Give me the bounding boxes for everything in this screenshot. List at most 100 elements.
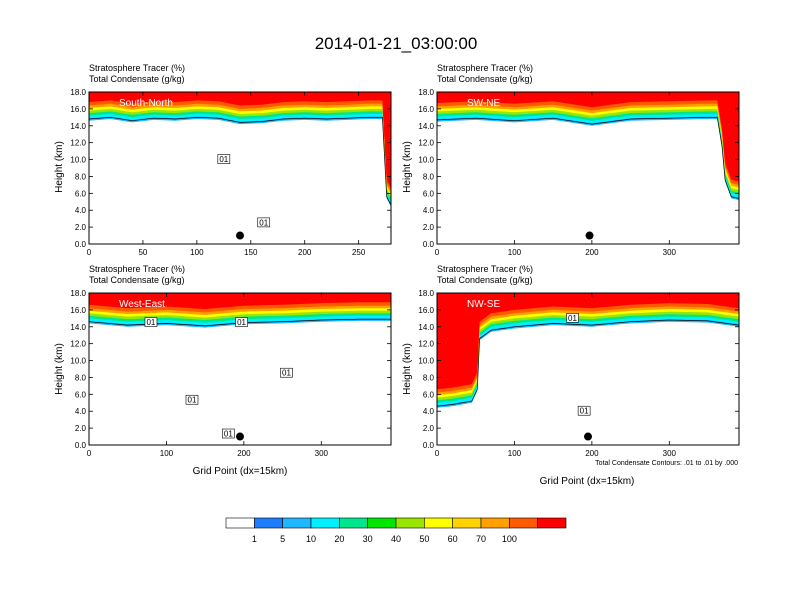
tracer-band-7 xyxy=(437,92,739,182)
plot-area: West-East 0.0 2.0 4.0 6.0 8.0 10.0 12.0 14.0 16.0… xyxy=(70,289,392,458)
y-axis-label: Height (km) xyxy=(402,141,413,193)
contour-label: 01 xyxy=(224,430,233,439)
y-tick-label: 2.0 xyxy=(423,223,435,232)
x-tick-label: 0 xyxy=(435,449,440,458)
y-tick-label: 10.0 xyxy=(70,156,86,165)
y-tick-label: 18.0 xyxy=(70,289,86,298)
colorbar-swatch xyxy=(254,517,283,529)
colorbar-swatch xyxy=(367,517,397,529)
panel-header-tracer: Stratosphere Tracer (%) xyxy=(437,264,533,274)
y-tick-label: 16.0 xyxy=(70,306,86,315)
panel-sw-ne: Stratosphere Tracer (%) Total Condensate… xyxy=(402,63,740,257)
panel-label: NW-SE xyxy=(467,299,500,310)
condensate-contour xyxy=(437,319,739,407)
y-tick-label: 4.0 xyxy=(423,407,435,416)
contour-label: 01 xyxy=(580,407,589,416)
y-tick-label: 6.0 xyxy=(423,189,435,198)
contour-label-box xyxy=(144,317,158,327)
condensate-contour xyxy=(437,116,739,199)
panel-label: South-North xyxy=(119,98,173,109)
condensate-contour xyxy=(89,116,391,206)
y-tick-label: 12.0 xyxy=(70,139,86,148)
x-tick-label: 300 xyxy=(663,248,677,257)
panel-west-east: Stratosphere Tracer (%) Total Condensate… xyxy=(54,264,392,477)
tracer-band-7 xyxy=(89,293,391,309)
x-tick-label: 300 xyxy=(663,449,677,458)
location-marker xyxy=(236,432,244,441)
panel-header-tracer: Stratosphere Tracer (%) xyxy=(437,63,533,73)
location-marker xyxy=(236,231,244,240)
y-tick-label: 0.0 xyxy=(423,240,435,249)
colorbar-tick-label: 10 xyxy=(306,534,316,544)
x-tick-label: 100 xyxy=(508,248,522,257)
y-tick-label: 2.0 xyxy=(75,424,87,433)
colorbar-tick-label: 40 xyxy=(391,534,401,544)
y-tick-label: 16.0 xyxy=(418,105,434,114)
x-axis-label: Grid Point (dx=15km) xyxy=(540,476,635,487)
panel-header-tracer: Stratosphere Tracer (%) xyxy=(89,63,185,73)
colorbar-swatch xyxy=(480,517,510,529)
y-tick-label: 2.0 xyxy=(75,223,87,232)
contour-note: Total Condensate Contours: .01 to .01 by… xyxy=(595,460,738,467)
plot-area: NW-SE 0.0 2.0 4.0 6.0 8.0 10.0 12.0 14.0 16.0 18.0… xyxy=(418,289,740,458)
y-tick-label: 0.0 xyxy=(423,441,435,450)
x-tick-label: 100 xyxy=(190,248,204,257)
colorbar-swatch xyxy=(282,517,312,529)
y-tick-label: 8.0 xyxy=(423,172,435,181)
colorbar-tick-label: 5 xyxy=(280,534,285,544)
contour-label-box xyxy=(222,428,235,439)
colorbar-swatch xyxy=(509,517,538,529)
colorbar-tick-label: 1 xyxy=(252,534,257,544)
contour-label: 01 xyxy=(188,396,197,405)
y-tick-label: 4.0 xyxy=(75,407,87,416)
y-tick-label: 0.0 xyxy=(75,441,87,450)
x-tick-label: 0 xyxy=(435,248,440,257)
panel-nw-se: Stratosphere Tracer (%) Total Condensate… xyxy=(402,264,740,487)
plot-frame xyxy=(436,91,740,245)
tracer-band-3 xyxy=(437,293,739,401)
colorbar-tick-label: 30 xyxy=(363,534,373,544)
panel-header-condensate: Total Condensate (g/kg) xyxy=(437,275,533,285)
y-tick-label: 6.0 xyxy=(75,390,87,399)
y-tick-label: 8.0 xyxy=(423,373,435,382)
plot-frame xyxy=(88,292,392,446)
y-axis-label: Height (km) xyxy=(402,343,413,395)
contour-label-box xyxy=(577,405,591,416)
colorbar-swatch xyxy=(310,517,340,529)
colorbar-swatch xyxy=(424,517,453,529)
colorbar: 1 5 10 20 30 40 50 60 70 100 xyxy=(225,517,567,544)
x-tick-label: 200 xyxy=(585,449,599,458)
x-tick-label: 250 xyxy=(352,248,366,257)
y-tick-label: 4.0 xyxy=(423,206,435,215)
y-axis-label: Height (km) xyxy=(54,343,65,395)
panel-label: West-East xyxy=(119,299,165,310)
y-tick-label: 4.0 xyxy=(75,206,87,215)
y-tick-label: 12.0 xyxy=(70,340,86,349)
colorbar-swatch xyxy=(339,517,368,529)
contour-label-box xyxy=(217,154,231,164)
panel-header-condensate: Total Condensate (g/kg) xyxy=(437,74,533,84)
contour-label: 01 xyxy=(219,155,228,164)
y-tick-label: 8.0 xyxy=(75,172,87,181)
y-tick-label: 14.0 xyxy=(70,323,86,332)
colorbar-tick-label: 50 xyxy=(419,534,429,544)
y-tick-label: 10.0 xyxy=(70,357,86,366)
colorbar-tick-label: 100 xyxy=(502,534,517,544)
contour-label-box xyxy=(235,317,248,327)
tracer-band-7 xyxy=(89,92,391,189)
plot-layer xyxy=(89,293,391,445)
x-tick-label: 150 xyxy=(244,248,258,257)
y-tick-label: 12.0 xyxy=(418,340,434,349)
y-tick-label: 18.0 xyxy=(418,88,434,97)
y-tick-label: 0.0 xyxy=(75,240,87,249)
y-tick-label: 2.0 xyxy=(423,424,435,433)
x-tick-label: 100 xyxy=(160,449,174,458)
contour-label: 01 xyxy=(146,318,155,327)
location-marker xyxy=(585,231,594,240)
panel-south-north: Stratosphere Tracer (%) Total Condensate… xyxy=(54,63,392,257)
contour-label: 01 xyxy=(237,318,246,327)
tracer-band-6 xyxy=(89,92,391,192)
plot-layer xyxy=(437,293,739,445)
y-tick-label: 6.0 xyxy=(75,189,87,198)
